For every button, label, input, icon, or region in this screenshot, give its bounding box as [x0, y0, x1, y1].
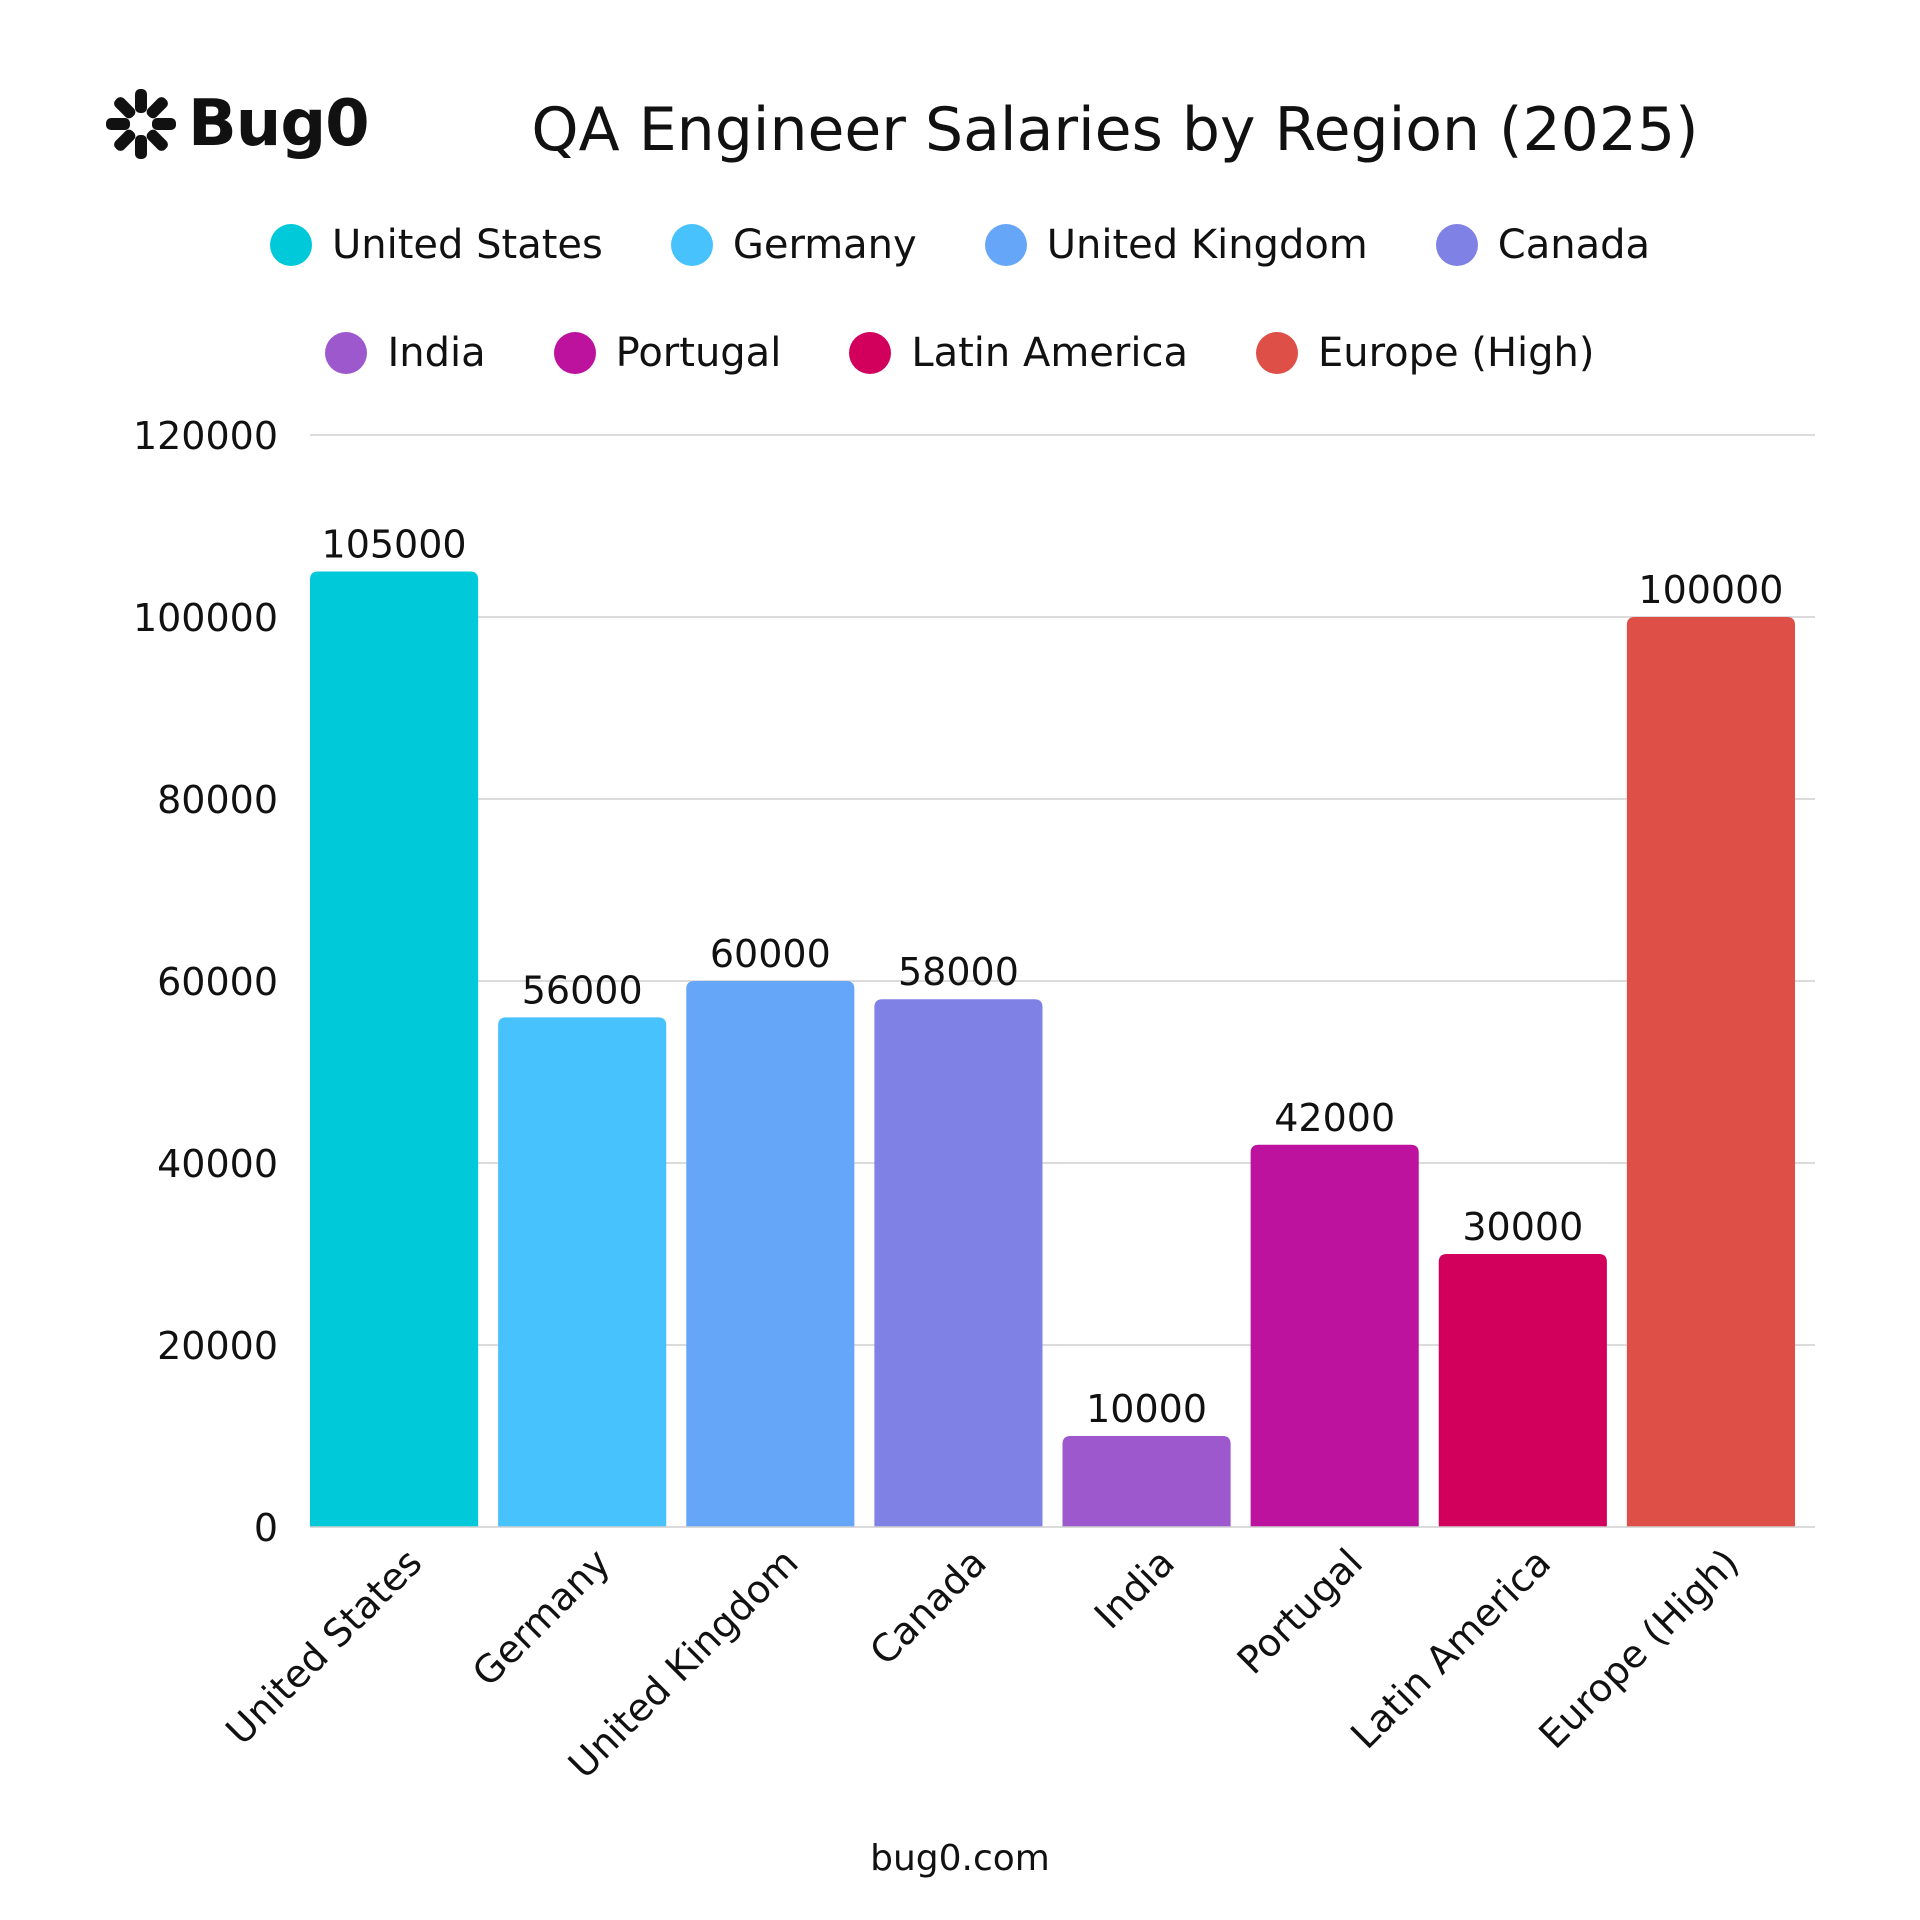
legend-swatch — [1255, 332, 1298, 374]
x-tick-label: United States — [217, 1540, 430, 1753]
legend-item: Canada — [1435, 222, 1650, 268]
footer-url: bug0.com — [870, 1838, 1050, 1879]
legend-label: Germany — [732, 222, 917, 268]
data-label: 105000 — [322, 523, 467, 567]
legend-label: United States — [332, 222, 603, 268]
legend-label: India — [387, 330, 486, 376]
bar — [1250, 1144, 1419, 1527]
x-tick-label: Portugal — [1229, 1540, 1371, 1682]
legend-label: United Kingdom — [1046, 222, 1368, 268]
x-tick-label: India — [1086, 1540, 1183, 1637]
legend-swatch — [325, 332, 368, 374]
x-tick-label: Europe (High) — [1530, 1540, 1747, 1757]
data-label: 30000 — [1462, 1205, 1583, 1249]
legend-row-2: India Portugal Latin America Europe (Hig… — [0, 330, 1920, 376]
data-label: 60000 — [710, 932, 831, 976]
chart-title: QA Engineer Salaries by Region (2025) — [531, 95, 1699, 165]
legend-item: United States — [270, 222, 603, 268]
brand-logo: Bug0 — [104, 84, 370, 164]
legend-item: India — [325, 330, 486, 376]
data-label: 58000 — [898, 950, 1019, 994]
legend-swatch — [553, 332, 596, 374]
bar — [498, 1017, 667, 1527]
data-label: 42000 — [1274, 1096, 1395, 1140]
legend-item: United Kingdom — [984, 222, 1368, 268]
legend-label: Canada — [1497, 222, 1650, 268]
y-tick-label: 120000 — [133, 414, 278, 458]
legend-item: Europe (High) — [1255, 330, 1595, 376]
legend-swatch — [670, 224, 713, 266]
data-label: 10000 — [1086, 1387, 1207, 1431]
x-tick-label: Canada — [861, 1540, 994, 1673]
data-label: 56000 — [522, 968, 643, 1012]
legend-label: Latin America — [911, 330, 1188, 376]
data-label: 100000 — [1638, 568, 1783, 612]
bug0-burst-icon — [106, 89, 176, 159]
y-tick-label: 40000 — [157, 1142, 278, 1186]
x-tick-label: Latin America — [1342, 1540, 1559, 1757]
bar — [1438, 1254, 1607, 1527]
y-tick-label: 60000 — [157, 960, 278, 1004]
x-tick-label: Germany — [464, 1540, 619, 1695]
y-tick-label: 100000 — [133, 596, 278, 640]
y-tick-label: 0 — [254, 1506, 278, 1550]
legend-item: Latin America — [849, 330, 1188, 376]
legend-label: Portugal — [615, 330, 782, 376]
bar — [1626, 617, 1795, 1527]
y-tick-label: 80000 — [157, 778, 278, 822]
legend-row-1: United States Germany United Kingdom Can… — [0, 222, 1920, 268]
bar — [1062, 1436, 1231, 1527]
legend-swatch — [270, 224, 312, 266]
legend-item: Portugal — [553, 330, 782, 376]
bar — [874, 999, 1043, 1527]
legend-swatch — [984, 224, 1027, 266]
legend-swatch — [849, 332, 892, 374]
y-tick-label: 20000 — [157, 1324, 278, 1368]
bar — [310, 571, 479, 1527]
legend-swatch — [1435, 224, 1478, 266]
legend-label: Europe (High) — [1317, 330, 1595, 376]
brand-name: Bug0 — [188, 87, 370, 161]
legend-item: Germany — [670, 222, 917, 268]
bar — [686, 981, 855, 1527]
